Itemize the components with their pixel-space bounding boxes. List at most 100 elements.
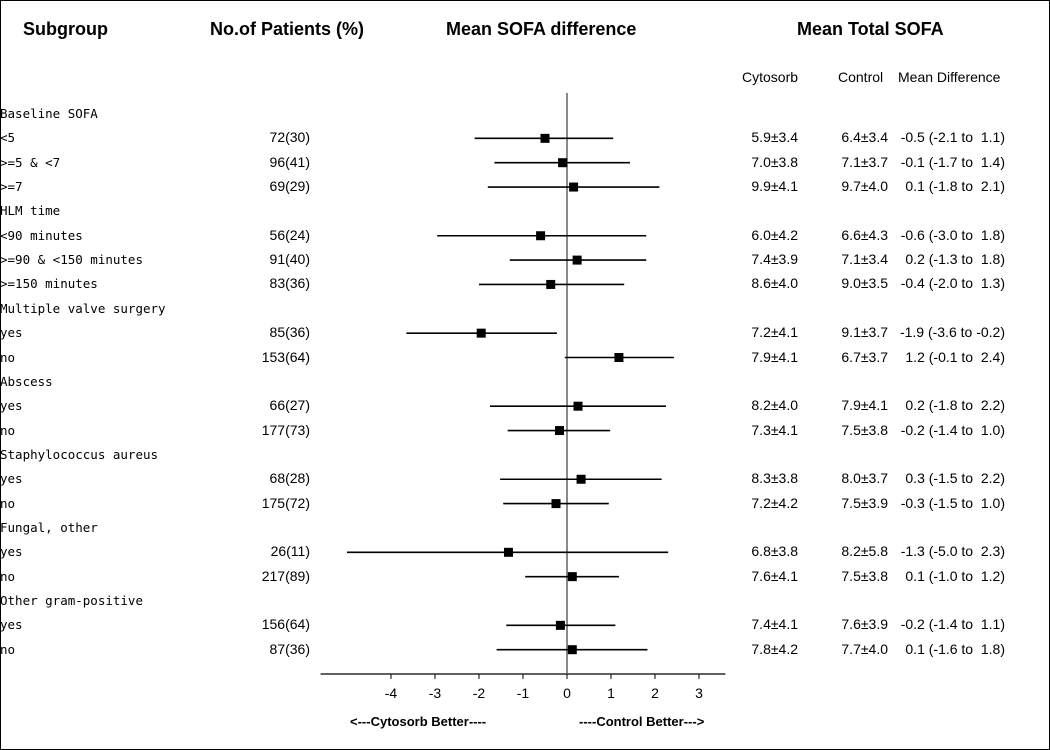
row-patients: 175(72) (261, 494, 310, 511)
row-mean-difference: -0.2 (-1.4 to 1.0) (900, 421, 1005, 438)
row-cytosorb: 6.8±3.8 (751, 543, 798, 560)
row-patients: 91(40) (269, 251, 310, 268)
row-cytosorb: 7.4±3.9 (751, 251, 798, 268)
row-cytosorb: 8.3±3.8 (751, 470, 798, 487)
row-mean-difference: 0.3 (-1.5 to 2.2) (901, 470, 1005, 487)
row-label: no (0, 568, 16, 584)
row-label: <90 minutes (0, 227, 83, 243)
x-tick-label: -3 (429, 685, 442, 701)
point-estimate (536, 231, 546, 241)
row-control: 7.5±3.9 (841, 494, 888, 511)
row-control: 8.0±3.7 (841, 470, 888, 487)
row-control: 7.9±4.1 (841, 397, 888, 414)
row-patients: 83(36) (269, 275, 310, 292)
point-estimate (555, 620, 565, 630)
row-cytosorb: 7.0±3.8 (751, 153, 798, 170)
row-mean-difference: -0.6 (-3.0 to 1.8) (900, 226, 1005, 243)
row-label: no (0, 349, 16, 365)
point-estimate (558, 158, 568, 168)
point-estimate (551, 499, 561, 509)
group-label: Multiple valve surgery (0, 300, 166, 316)
row-control: 6.7±3.7 (841, 348, 888, 365)
point-estimate (567, 645, 577, 655)
row-mean-difference: -0.2 (-1.4 to 1.1) (900, 616, 1005, 633)
x-tick-label: -4 (385, 685, 398, 701)
row-control: 9.7±4.0 (841, 178, 888, 195)
row-mean-difference: 0.2 (-1.8 to 2.2) (901, 397, 1005, 414)
point-estimate (576, 474, 586, 484)
row-label: no (0, 422, 16, 438)
x-tick-label: 2 (651, 685, 659, 701)
header-total-sofa: Mean Total SOFA (797, 19, 944, 39)
direction-right-label: ----Control Better---> (579, 714, 705, 729)
row-control: 7.6±3.9 (841, 616, 888, 633)
subheader-cytosorb: Cytosorb (742, 69, 799, 85)
row-patients: 87(36) (269, 640, 310, 657)
point-estimate (614, 353, 624, 362)
row-control: 9.0±3.5 (841, 275, 888, 292)
row-label: yes (0, 398, 23, 414)
row-control: 7.7±4.0 (841, 640, 888, 657)
x-tick-label: 1 (607, 685, 615, 701)
row-mean-difference: 0.2 (-1.3 to 1.8) (901, 251, 1005, 268)
row-label: no (0, 641, 16, 657)
row-label: no (0, 495, 16, 511)
row-mean-difference: 1.2 (-0.1 to 2.4) (901, 348, 1005, 365)
group-label: HLM time (0, 203, 61, 219)
row-patients: 26(11) (270, 543, 310, 560)
row-cytosorb: 7.2±4.2 (751, 494, 798, 511)
row-cytosorb: 9.9±4.1 (751, 178, 798, 195)
row-control: 6.4±3.4 (841, 129, 888, 146)
x-tick-label: 3 (695, 685, 703, 701)
header-patients: No.of Patients (%) (210, 19, 365, 39)
group-label: Other gram-positive (0, 593, 143, 608)
row-patients: 156(64) (261, 616, 310, 633)
point-estimate (503, 547, 513, 557)
row-label: yes (0, 544, 23, 560)
row-patients: 72(30) (269, 129, 310, 146)
point-estimate (572, 255, 582, 265)
row-cytosorb: 8.2±4.0 (751, 397, 798, 414)
point-estimate (567, 572, 577, 582)
row-cytosorb: 5.9±3.4 (751, 129, 798, 146)
row-patients: 56(24) (269, 226, 310, 243)
header-sofa-difference: Mean SOFA difference (446, 19, 637, 39)
row-mean-difference: -1.9 (-3.6 to -0.2) (899, 324, 1005, 341)
row-label: >=5 & <7 (0, 154, 61, 170)
row-patients: 177(73) (261, 421, 310, 438)
row-mean-difference: -0.1 (-1.7 to 1.4) (900, 153, 1005, 170)
row-control: 7.1±3.7 (841, 153, 888, 170)
group-label: Baseline SOFA (0, 106, 98, 121)
row-cytosorb: 7.2±4.1 (751, 324, 798, 341)
row-control: 7.5±3.8 (841, 567, 888, 584)
point-estimate (476, 328, 486, 338)
row-control: 8.2±5.8 (841, 543, 888, 560)
point-estimate (573, 401, 583, 411)
row-patients: 69(29) (269, 178, 310, 195)
subheader-mean-difference: Mean Difference (898, 69, 1001, 85)
row-mean-difference: -0.3 (-1.5 to 1.0) (900, 494, 1005, 511)
row-label: yes (0, 325, 23, 341)
group-label: Staphylococcus aureus (0, 446, 159, 462)
group-label: Abscess (0, 373, 53, 389)
point-estimate (569, 182, 579, 192)
point-estimate (540, 133, 550, 143)
point-estimate (546, 279, 556, 289)
header-subgroup: Subgroup (23, 19, 108, 39)
row-patients: 153(64) (261, 348, 310, 365)
row-mean-difference: -1.3 (-5.0 to 2.3) (900, 543, 1005, 560)
row-mean-difference: 0.1 (-1.0 to 1.2) (901, 567, 1005, 584)
row-label: yes (0, 617, 23, 633)
row-label: >=150 minutes (0, 276, 98, 292)
x-tick-label: -1 (517, 685, 530, 701)
row-control: 6.6±4.3 (841, 226, 888, 243)
row-patients: 96(41) (269, 153, 310, 170)
x-tick-label: -2 (473, 685, 486, 701)
row-cytosorb: 6.0±4.2 (751, 226, 798, 243)
row-mean-difference: 0.1 (-1.6 to 1.8) (901, 640, 1005, 657)
row-label: >=7 (0, 179, 23, 195)
subheader-control: Control (838, 69, 884, 85)
row-patients: 217(89) (261, 567, 310, 584)
row-cytosorb: 7.9±4.1 (751, 348, 798, 365)
